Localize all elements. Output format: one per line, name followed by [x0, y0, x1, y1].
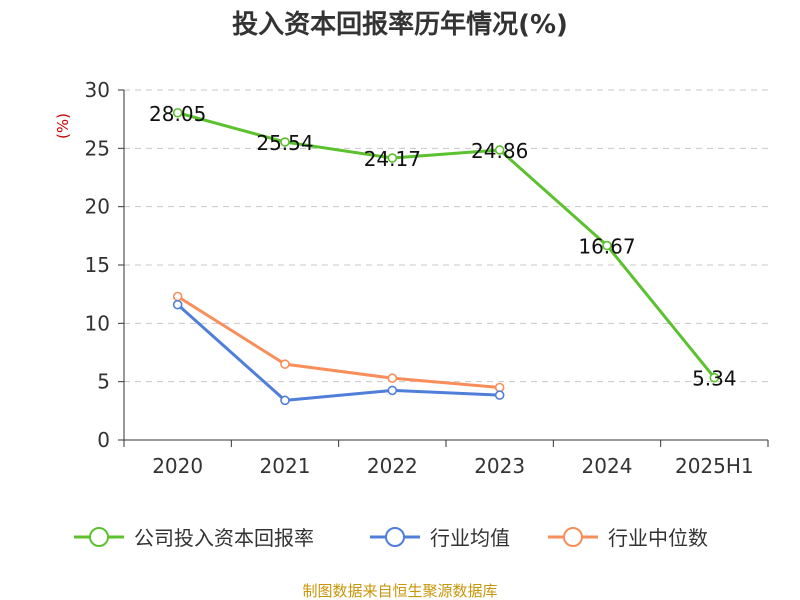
data-point[interactable] — [494, 145, 505, 155]
data-point[interactable] — [387, 385, 398, 396]
x-tick-label: 2024 — [582, 454, 633, 478]
legend-label: 公司投入资本回报率 — [134, 526, 314, 550]
data-point[interactable] — [387, 153, 398, 163]
data-point[interactable] — [172, 299, 183, 310]
x-tick-label: 2022 — [367, 454, 418, 478]
axes: 0 5 10 15 20 25 30 2020 2021 2022 2023 2024 2025H1 — [85, 78, 769, 478]
legend-item[interactable]: 行业均值 — [370, 526, 510, 550]
legend-item[interactable]: 公司投入资本回报率 — [74, 526, 314, 550]
grid-lines — [124, 89, 768, 383]
legend-marker — [89, 527, 109, 547]
data-point[interactable] — [709, 372, 720, 383]
chart-title: 投入资本回报率历年情况(%) — [232, 9, 568, 40]
legend[interactable]: 公司投入资本回报率 行业均值 行业中位数 — [74, 526, 708, 550]
data-label: 25.54 — [256, 131, 313, 155]
legend-label: 行业中位数 — [608, 526, 708, 550]
data-point[interactable] — [280, 137, 290, 147]
data-point[interactable] — [172, 291, 183, 302]
y-tick-label: 15 — [85, 253, 110, 277]
x-tick-label: 2025H1 — [675, 454, 754, 478]
legend-label: 行业均值 — [430, 526, 510, 550]
data-label: 24.86 — [471, 139, 528, 163]
legend-item[interactable]: 行业中位数 — [548, 526, 708, 550]
y-tick-label: 10 — [85, 311, 110, 335]
y-unit-label: (%) — [54, 113, 72, 139]
data-point[interactable] — [280, 359, 290, 369]
data-label: 16.67 — [578, 235, 635, 259]
y-tick-label: 0 — [97, 428, 110, 452]
series-line — [176, 295, 500, 389]
series-line — [177, 111, 716, 379]
x-tick-label: 2023 — [474, 454, 525, 478]
data-labels: 28.05 25.54 24.17 24.86 16.67 5.34 — [149, 102, 737, 391]
series-line — [176, 303, 500, 402]
data-point[interactable] — [602, 240, 612, 251]
x-tick-label: 2020 — [152, 454, 203, 478]
legend-marker — [563, 527, 583, 547]
legend-marker — [385, 527, 405, 547]
data-label: 24.17 — [364, 147, 421, 171]
y-tick-label: 25 — [85, 136, 110, 160]
data-label: 28.05 — [149, 102, 206, 126]
data-point[interactable] — [494, 390, 505, 400]
data-point[interactable] — [172, 107, 183, 118]
source-note: 制图数据来自恒生聚源数据库 — [302, 582, 497, 600]
y-tick-label: 20 — [85, 195, 110, 219]
y-tick-label: 5 — [97, 370, 110, 394]
data-label: 5.34 — [692, 367, 737, 391]
x-tick-label: 2021 — [260, 454, 311, 478]
series-lines — [172, 107, 720, 406]
y-tick-label: 30 — [85, 78, 110, 102]
data-point[interactable] — [387, 373, 398, 383]
data-point[interactable] — [280, 395, 290, 406]
